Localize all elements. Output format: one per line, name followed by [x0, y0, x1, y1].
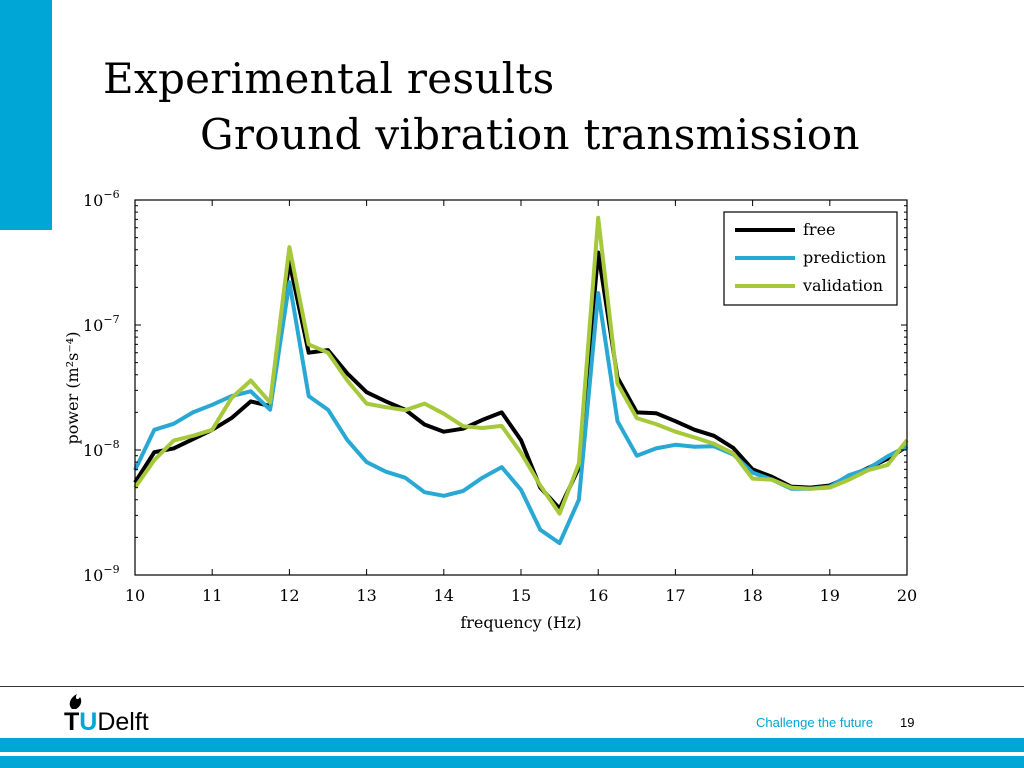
x-tick-label: 13: [356, 586, 376, 605]
x-tick-label: 18: [742, 586, 762, 605]
x-tick-label: 10: [125, 586, 145, 605]
y-tick-exponent: −8: [103, 438, 119, 451]
y-tick-label: 10−6: [83, 188, 120, 210]
y-tick-base: 10: [83, 316, 103, 335]
slide-subtitle: Ground vibration transmission: [200, 110, 860, 159]
x-tick-label: 16: [588, 586, 608, 605]
plot-area: [133, 215, 909, 546]
y-tick-label: 10−7: [83, 313, 120, 335]
tagline: Challenge the future: [756, 715, 874, 730]
y-tick-label: 10−8: [83, 438, 120, 460]
y-tick-base: 10: [83, 566, 103, 585]
x-tick-label: 19: [820, 586, 840, 605]
x-tick-label: 17: [665, 586, 685, 605]
slide-title: Experimental results: [103, 54, 555, 103]
x-tick-label: 15: [511, 586, 531, 605]
logo-text: TUDelft: [64, 708, 149, 734]
y-tick-base: 10: [83, 191, 103, 210]
legend: free prediction validation: [723, 211, 898, 306]
legend-label-prediction: prediction: [803, 248, 886, 267]
x-tick-label: 12: [279, 586, 299, 605]
y-axis-label-text: power (m²s⁻⁴): [63, 332, 82, 445]
y-tick-exponent: −7: [103, 313, 119, 326]
flame-icon: [69, 694, 82, 709]
bottom-stripe: [0, 752, 1024, 756]
x-axis-label: frequency (Hz): [460, 613, 581, 632]
footer-divider: [0, 686, 1024, 687]
page-number: 19: [900, 715, 915, 730]
series-line-validation: [133, 215, 909, 516]
legend-label-validation: validation: [802, 276, 883, 295]
legend-label-free: free: [803, 220, 836, 239]
y-tick-label: 10−9: [83, 563, 120, 585]
x-axis-label-text: frequency (Hz): [460, 613, 581, 632]
y-tick-exponent: −9: [103, 563, 119, 576]
x-tick-label: 14: [434, 586, 454, 605]
x-tick-label: 11: [202, 586, 222, 605]
x-tick-label: 20: [897, 586, 917, 605]
y-tick-base: 10: [83, 441, 103, 460]
tudelft-logo: TUDelft: [64, 694, 149, 734]
y-axis-label: power (m²s⁻⁴): [63, 332, 82, 445]
series-line-prediction: [133, 280, 908, 546]
accent-block: [0, 0, 52, 230]
y-tick-exponent: −6: [103, 188, 119, 201]
